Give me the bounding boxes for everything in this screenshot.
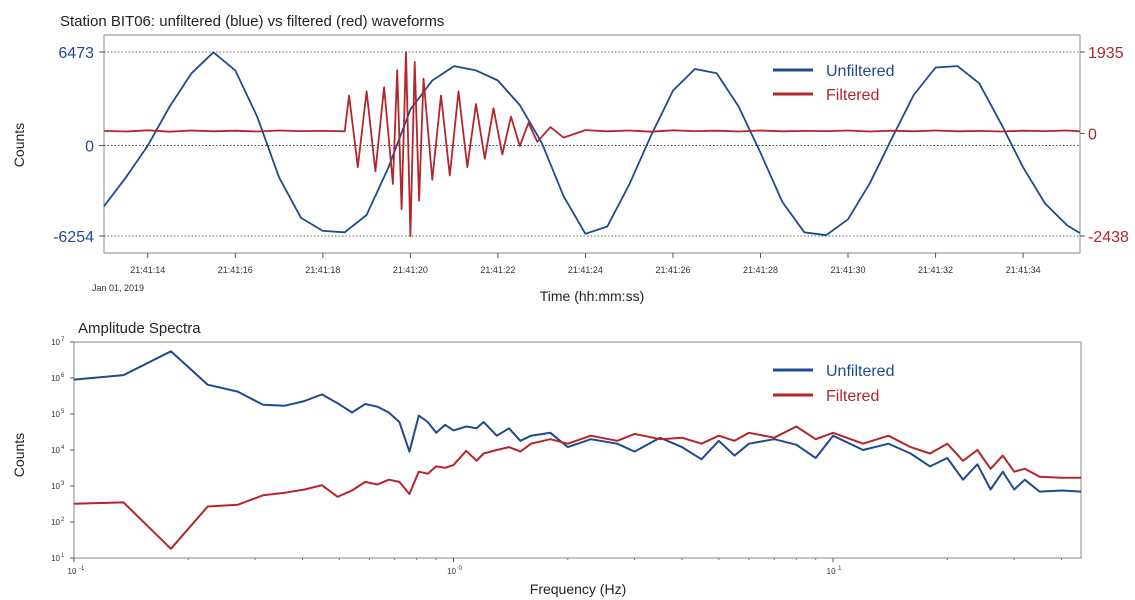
waveform-right-tick-label: 0 — [1088, 126, 1097, 143]
spectra-ylabel: Counts — [11, 433, 27, 477]
waveform-x-tick-label: 21:41:30 — [831, 265, 866, 275]
spectra-y-tick-label: 10 — [51, 410, 60, 419]
waveform-x-tick-label: 21:41:28 — [743, 265, 778, 275]
spectra-y-tick-exponent: 7 — [61, 337, 65, 343]
legend-label-filtered-2: Filtered — [826, 388, 879, 405]
waveform-xlabel: Time (hh:mm:ss) — [540, 288, 644, 304]
series-filtered-line — [103, 51, 1081, 237]
waveform-left-tick-label: 6473 — [58, 45, 94, 62]
legend-label-unfiltered-2: Unfiltered — [826, 363, 894, 380]
waveform-x-tick-label: 21:41:34 — [1006, 265, 1041, 275]
waveform-legend: Unfiltered Filtered — [773, 63, 894, 104]
spectra-y-tick-exponent: 1 — [61, 553, 65, 559]
spectra-y-tick-label: 10 — [51, 338, 60, 347]
spectra-y-tick-exponent: 2 — [61, 517, 65, 523]
waveform-x-tick-label: 21:41:20 — [393, 265, 428, 275]
waveform-right-tick-label: 1935 — [1088, 45, 1124, 62]
spectra-y-tick-label: 10 — [51, 518, 60, 527]
spectra-legend: Unfiltered Filtered — [773, 363, 894, 405]
waveform-ylabel: Counts — [11, 123, 27, 167]
waveform-x-tick-label: 21:41:26 — [655, 265, 690, 275]
spectra-y-tick-label: 10 — [51, 554, 60, 563]
spectra-x-tick-label: 10 — [68, 567, 77, 576]
spectra-y-tick-exponent: 4 — [61, 445, 65, 451]
waveform-title: Station BIT06: unfiltered (blue) vs filt… — [60, 13, 444, 30]
spectra-y-tick-exponent: 5 — [61, 409, 65, 415]
legend-label-unfiltered: Unfiltered — [826, 63, 894, 80]
waveform-x-tick-label: 21:41:24 — [568, 265, 603, 275]
spectra-x-tick-exponent: 1 — [838, 566, 842, 572]
waveform-date-label: Jan 01, 2019 — [92, 283, 144, 293]
spectra-x-tick-label: 10 — [827, 567, 836, 576]
waveform-right-tick-label: -2438 — [1088, 229, 1129, 246]
waveform-frame — [103, 34, 1081, 254]
waveform-x-tick-label: 21:41:16 — [218, 265, 253, 275]
spectra-x-tick-exponent: -1 — [79, 566, 85, 572]
spectra-y-tick-label: 10 — [51, 482, 60, 491]
spectra-x-tick-label: 10 — [447, 567, 456, 576]
spectra-panel: 10 110 210 310 410 510 610 710 -1 10 0 10 1 — [51, 337, 1082, 576]
waveform-x-tick-label: 21:41:14 — [130, 265, 165, 275]
legend-label-filtered: Filtered — [826, 87, 879, 104]
spectra-frame — [73, 341, 1082, 559]
spectra-title: Amplitude Spectra — [78, 320, 201, 337]
spectrum-filtered-line — [73, 425, 1081, 550]
series-unfiltered-line — [103, 51, 1081, 237]
waveform-x-tick-label: 21:41:18 — [305, 265, 340, 275]
spectra-xlabel: Frequency (Hz) — [530, 581, 626, 597]
waveform-left-tick-label: -6254 — [53, 229, 94, 246]
spectra-y-tick-exponent: 3 — [61, 481, 65, 487]
spectra-y-tick-exponent: 6 — [61, 373, 65, 379]
waveform-panel: 6473 0 -6254 1935 0 -2438 21:41:14 21:41:16 21:4… — [53, 34, 1129, 275]
waveform-left-tick-label: 0 — [85, 139, 94, 156]
spectra-y-tick-label: 10 — [51, 374, 60, 383]
spectra-y-tick-label: 10 — [51, 446, 60, 455]
waveform-x-tick-label: 21:41:32 — [918, 265, 953, 275]
spectrum-unfiltered-line — [73, 350, 1082, 493]
waveform-x-tick-label: 21:41:22 — [480, 265, 515, 275]
spectra-x-tick-exponent: 0 — [459, 566, 463, 572]
